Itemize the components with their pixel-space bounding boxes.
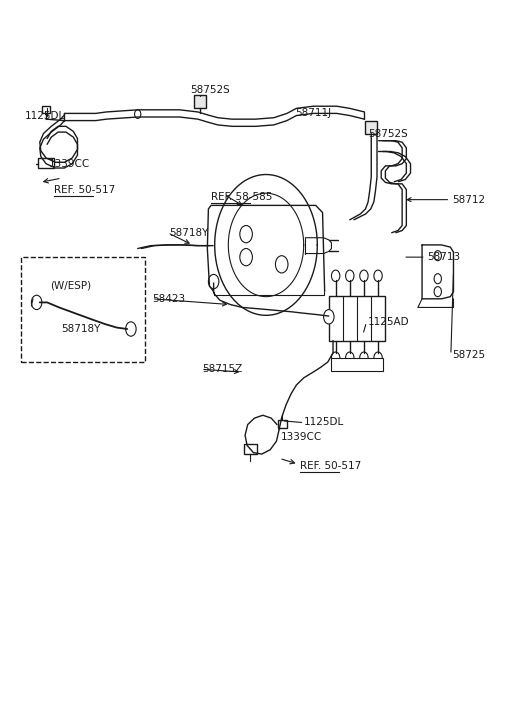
Circle shape bbox=[126, 322, 136, 336]
Circle shape bbox=[374, 270, 383, 281]
Circle shape bbox=[31, 295, 42, 310]
Bar bbox=[38, 158, 54, 168]
Text: 58715Z: 58715Z bbox=[202, 364, 243, 374]
Circle shape bbox=[323, 310, 334, 324]
Text: 58725: 58725 bbox=[452, 350, 485, 360]
Circle shape bbox=[240, 225, 252, 243]
Circle shape bbox=[346, 270, 354, 281]
Bar bbox=[194, 95, 206, 108]
Text: 58718Y: 58718Y bbox=[61, 324, 100, 334]
Text: 58713: 58713 bbox=[427, 252, 460, 262]
Bar bbox=[278, 419, 287, 428]
Text: 58718Y: 58718Y bbox=[169, 228, 209, 238]
Text: 1339CC: 1339CC bbox=[49, 158, 90, 169]
Text: 1125DL: 1125DL bbox=[25, 111, 65, 121]
Circle shape bbox=[360, 270, 368, 281]
Text: 1125DL: 1125DL bbox=[304, 417, 344, 427]
Text: 58711J: 58711J bbox=[295, 108, 331, 119]
Text: 1125AD: 1125AD bbox=[368, 317, 410, 327]
Circle shape bbox=[434, 251, 442, 261]
Circle shape bbox=[331, 352, 340, 364]
Circle shape bbox=[374, 352, 383, 364]
Text: 58712: 58712 bbox=[452, 195, 485, 204]
Circle shape bbox=[135, 110, 141, 119]
Text: 58752S: 58752S bbox=[368, 129, 408, 139]
Text: (W/ESP): (W/ESP) bbox=[50, 281, 92, 291]
Circle shape bbox=[331, 270, 340, 281]
Bar bbox=[365, 121, 377, 134]
Text: REF. 58-585: REF. 58-585 bbox=[211, 192, 272, 202]
Circle shape bbox=[360, 352, 368, 364]
Bar bbox=[329, 296, 385, 340]
Text: 58752S: 58752S bbox=[190, 85, 230, 95]
Circle shape bbox=[434, 286, 442, 297]
Circle shape bbox=[434, 273, 442, 284]
Circle shape bbox=[346, 352, 354, 364]
Bar bbox=[42, 106, 49, 113]
Bar bbox=[331, 358, 383, 371]
Circle shape bbox=[209, 274, 219, 289]
Bar bbox=[244, 444, 257, 454]
Circle shape bbox=[276, 256, 288, 273]
Text: 1339CC: 1339CC bbox=[281, 432, 322, 442]
Text: 58423: 58423 bbox=[152, 294, 186, 304]
Circle shape bbox=[240, 249, 252, 266]
Bar bbox=[21, 257, 145, 362]
Text: REF. 50-517: REF. 50-517 bbox=[300, 460, 361, 470]
Text: REF. 50-517: REF. 50-517 bbox=[54, 185, 115, 195]
